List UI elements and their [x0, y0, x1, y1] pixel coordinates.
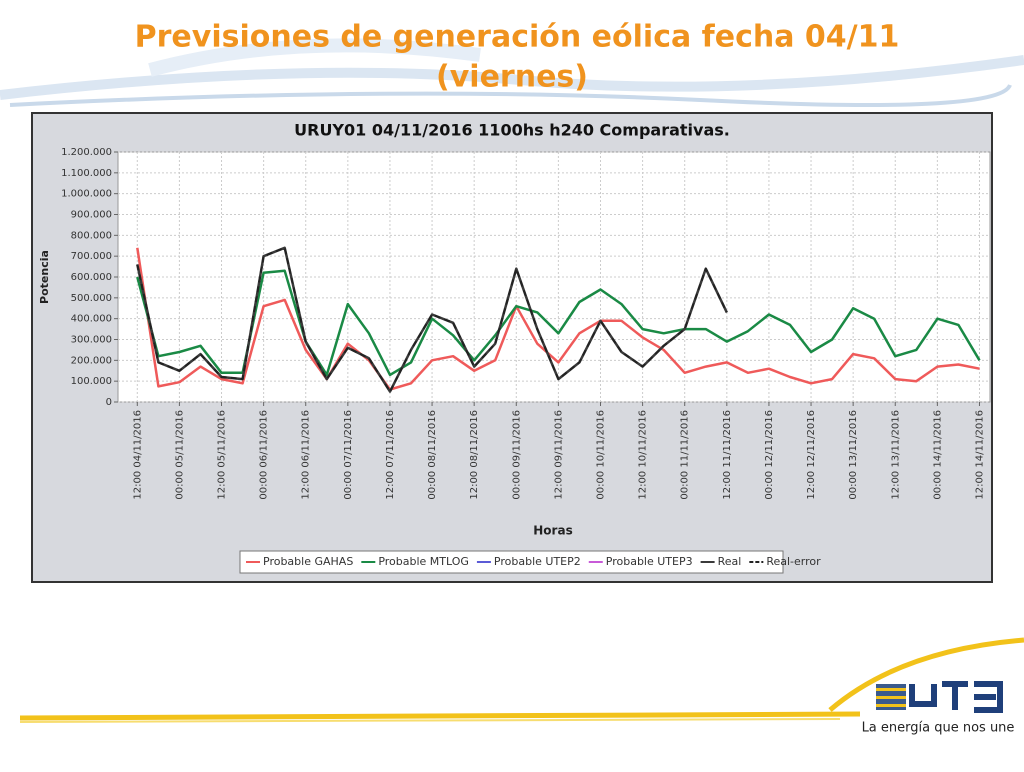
legend-label: Probable UTEP3 — [606, 555, 693, 568]
x-axis-label: Horas — [533, 524, 572, 538]
y-tick-label: 800.000 — [71, 230, 112, 241]
chart-title: URUY01 04/11/2016 1100hs h240 Comparativ… — [294, 121, 730, 140]
x-tick-label: 00:00 11/11/2016 — [680, 410, 691, 500]
x-tick-label: 12:00 12/11/2016 — [806, 410, 817, 500]
logo — [876, 681, 1003, 713]
series-line — [136, 247, 980, 391]
decor — [0, 38, 1024, 723]
x-tick-label: 12:00 14/11/2016 — [974, 410, 985, 500]
x-tick-label: 00:00 12/11/2016 — [764, 410, 775, 500]
legend-label: Real-error — [766, 555, 821, 568]
x-tick-label: 12:00 10/11/2016 — [638, 410, 649, 500]
y-tick-label: 900.000 — [71, 210, 112, 221]
x-tick-label: 00:00 09/11/2016 — [511, 410, 522, 500]
x-tick-label: 00:00 07/11/2016 — [343, 410, 354, 500]
y-tick-label: 1.200.000 — [61, 147, 112, 158]
x-tick-label: 00:00 06/11/2016 — [259, 410, 270, 500]
slide-title: Previsiones de generación eólica fecha 0… — [135, 20, 900, 55]
x-tick-label: 12:00 06/11/2016 — [301, 410, 312, 500]
legend-label: Probable UTEP2 — [494, 555, 581, 568]
tagline: La energía que nos une — [862, 721, 1015, 736]
y-tick-label: 700.000 — [71, 251, 112, 262]
slide-title: (viernes) — [436, 60, 588, 95]
y-tick-label: 300.000 — [71, 335, 112, 346]
y-tick-label: 600.000 — [71, 272, 112, 283]
x-tick-label: 00:00 08/11/2016 — [427, 410, 438, 500]
legend — [239, 550, 784, 574]
y-tick-label: 1.000.000 — [61, 189, 112, 200]
x-tick-label: 00:00 13/11/2016 — [848, 410, 859, 500]
legend-label: Probable GAHAS — [263, 555, 353, 568]
x-tick-label: 12:00 11/11/2016 — [722, 410, 733, 500]
y-tick-label: 1.100.000 — [61, 168, 112, 179]
y-tick-label: 400.000 — [71, 314, 112, 325]
series-line — [136, 246, 728, 393]
y-tick-label: 500.000 — [71, 293, 112, 304]
y-tick-label: 100.000 — [71, 376, 112, 387]
x-tick-label: 12:00 05/11/2016 — [217, 410, 228, 500]
y-tick-label: 0 — [106, 397, 112, 408]
x-tick-label: 12:00 07/11/2016 — [385, 410, 396, 500]
x-tick-label: 00:00 10/11/2016 — [595, 410, 606, 500]
legend-label: Probable MTLOG — [378, 555, 469, 568]
x-tick-label: 12:00 09/11/2016 — [553, 410, 564, 500]
x-tick-label: 00:00 05/11/2016 — [174, 410, 185, 500]
legend-label: Real — [718, 555, 742, 568]
y-tick-label: 200.000 — [71, 355, 112, 366]
x-tick-label: 12:00 08/11/2016 — [469, 410, 480, 500]
x-tick-label: 00:00 14/11/2016 — [932, 410, 943, 500]
y-axis-label: Potencia — [38, 250, 51, 304]
x-tick-label: 12:00 04/11/2016 — [132, 410, 143, 500]
series-line — [136, 269, 981, 377]
x-tick-label: 12:00 13/11/2016 — [890, 410, 901, 500]
